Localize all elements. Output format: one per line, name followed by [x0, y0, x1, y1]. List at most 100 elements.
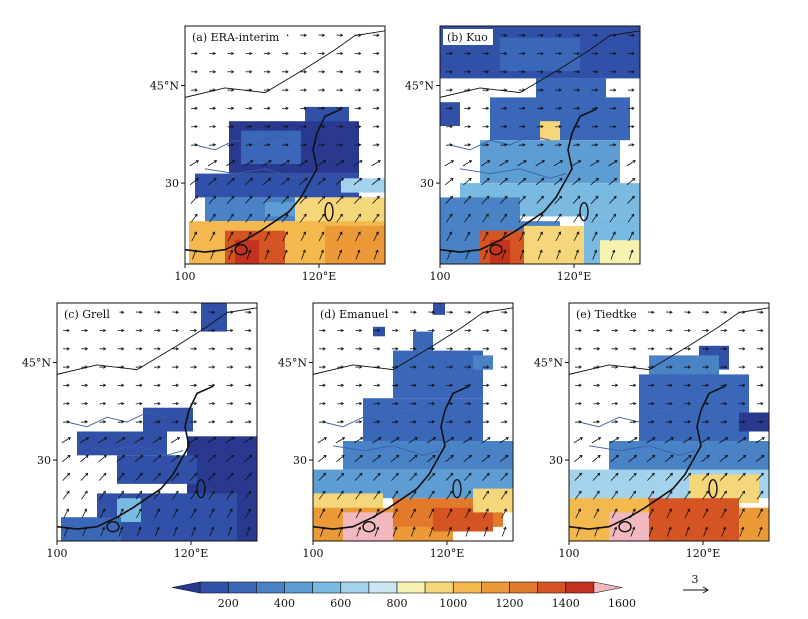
field-cell	[480, 140, 620, 183]
wind-vector	[371, 178, 381, 186]
wind-vector	[480, 160, 490, 167]
wind-vector-head	[395, 328, 399, 333]
wind-vector-head	[194, 213, 198, 217]
wind-vector	[353, 160, 363, 167]
wind-vector-head	[468, 310, 472, 314]
wind-vector	[463, 178, 472, 186]
wind-vector-head	[578, 160, 582, 164]
wind-vector	[428, 508, 434, 519]
wind-vector-head	[504, 383, 508, 388]
wind-vector	[337, 508, 343, 519]
wind-vector-head	[504, 70, 508, 74]
wind-vector-head	[413, 401, 417, 406]
wind-vector	[116, 473, 125, 481]
field-cell	[440, 102, 460, 126]
river-line	[459, 168, 567, 179]
wind-vector	[335, 437, 345, 444]
wind-vector	[227, 231, 234, 242]
wind-vector-head	[522, 143, 526, 147]
wind-vector	[702, 421, 709, 423]
wind-vector	[135, 421, 142, 423]
wind-vector-head	[358, 124, 362, 129]
wind-vector-head	[394, 508, 398, 512]
island-outline	[489, 244, 503, 256]
wind-vector-head	[194, 51, 198, 56]
wind-vector-head	[742, 328, 746, 333]
wind-vector-head	[504, 401, 508, 406]
wind-vector-head	[377, 160, 381, 164]
wind-vector-head	[175, 383, 179, 388]
wind-vector-head	[594, 231, 598, 235]
wind-vector-head	[633, 454, 638, 459]
wind-vector-head	[357, 231, 361, 235]
wind-vector	[207, 455, 216, 463]
wind-vector-head	[120, 508, 124, 512]
wind-vector-head	[176, 454, 180, 459]
coastline	[313, 385, 470, 530]
wind-vector-head	[248, 249, 252, 253]
river-line	[449, 135, 551, 151]
wind-vector	[756, 473, 764, 481]
wind-vector-head	[486, 106, 490, 111]
coastline	[185, 108, 342, 253]
wind-vector	[646, 437, 656, 444]
wind-vector	[317, 455, 327, 463]
wind-vector-head	[670, 437, 674, 441]
wind-vector	[172, 508, 178, 519]
wind-vector-head	[230, 310, 234, 314]
wind-vector	[612, 527, 617, 537]
wind-vector-head	[687, 347, 691, 351]
wind-vector-head	[412, 526, 416, 530]
wind-vector-head	[761, 437, 765, 441]
wind-vector-head	[616, 437, 620, 441]
wind-vector-head	[139, 383, 143, 388]
wind-vector-head	[102, 508, 106, 512]
wind-vector-head	[687, 365, 691, 369]
wind-vector-head	[451, 437, 455, 441]
wind-vector-head	[231, 51, 235, 56]
wind-vector-head	[66, 420, 70, 424]
wind-vector-head	[229, 526, 233, 530]
wind-vector	[665, 473, 673, 481]
wind-vector	[501, 508, 507, 519]
field-cell	[473, 488, 513, 513]
wind-vector	[226, 196, 235, 204]
wind-vector	[591, 144, 598, 146]
wind-vector	[136, 508, 142, 519]
wind-vector	[228, 250, 233, 260]
wind-vector-head	[467, 88, 472, 92]
wind-vector	[317, 196, 326, 204]
wind-vector-head	[558, 195, 563, 199]
colorbar-swatch	[256, 581, 285, 594]
colorbar-tick-label: 600	[330, 597, 351, 610]
wind-vector-head	[266, 249, 270, 253]
wind-vector-head	[193, 310, 198, 314]
wind-vector-head	[175, 310, 179, 314]
wind-vector	[116, 455, 125, 463]
wind-vector-head	[576, 88, 581, 92]
field-cell	[373, 326, 385, 337]
wind-vector	[500, 473, 508, 481]
wind-vector-head	[742, 310, 746, 314]
wind-vector	[226, 421, 233, 423]
wind-vector	[519, 231, 525, 242]
wind-vector-head	[249, 88, 253, 92]
wind-vector-head	[84, 328, 89, 333]
wind-vector	[628, 250, 633, 260]
wind-vector-head	[540, 106, 544, 111]
wind-vector-head	[741, 508, 745, 512]
wind-vector-head	[249, 70, 253, 74]
wind-vector-head	[321, 143, 326, 147]
wind-vector	[666, 508, 672, 519]
panel-title-box	[316, 306, 389, 322]
wind-vector-head	[578, 420, 582, 424]
wind-vector-head	[467, 526, 471, 530]
wind-vector-head	[631, 195, 635, 199]
wind-vector	[628, 231, 634, 242]
field-cell	[649, 498, 739, 541]
wind-vector-head	[724, 401, 728, 406]
wind-vector-head	[340, 328, 345, 333]
wind-vector-head	[760, 401, 764, 406]
wind-vector-head	[102, 490, 106, 494]
wind-vector-head	[760, 365, 764, 369]
